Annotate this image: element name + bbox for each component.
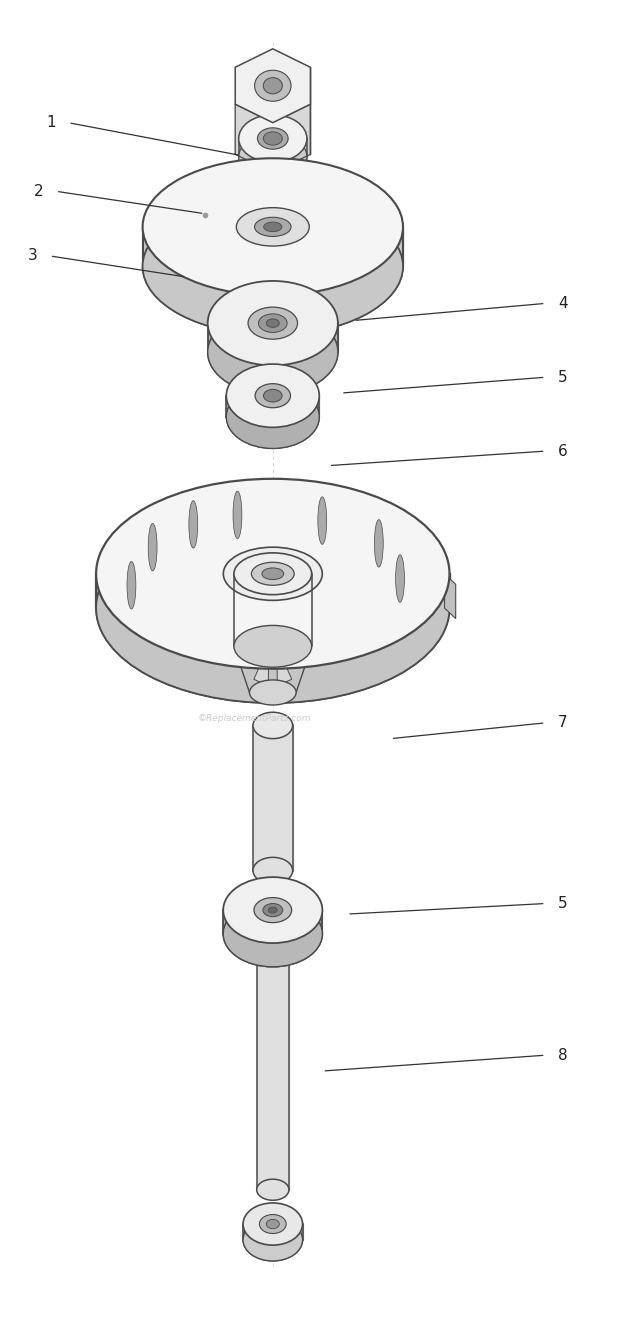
Ellipse shape [264,132,282,145]
Text: ©ReplacementParts.com: ©ReplacementParts.com [197,715,311,723]
Ellipse shape [127,562,136,609]
Ellipse shape [148,524,157,571]
Polygon shape [234,646,249,699]
Ellipse shape [257,933,289,954]
Text: 8: 8 [558,1047,568,1063]
Ellipse shape [239,133,307,181]
Ellipse shape [208,281,338,365]
Ellipse shape [242,889,304,931]
Polygon shape [226,396,319,417]
Text: 5: 5 [558,896,568,911]
Ellipse shape [143,158,403,295]
Text: 2: 2 [33,183,43,199]
Polygon shape [239,138,307,157]
Ellipse shape [226,385,319,448]
Ellipse shape [263,904,283,917]
Polygon shape [277,646,292,686]
Ellipse shape [248,307,298,339]
Ellipse shape [253,712,293,739]
Ellipse shape [223,877,322,943]
Polygon shape [253,725,293,871]
Ellipse shape [264,389,282,402]
Polygon shape [223,910,322,934]
Ellipse shape [255,384,290,408]
Ellipse shape [239,133,307,181]
Ellipse shape [143,198,403,335]
Text: 1: 1 [46,115,56,131]
Ellipse shape [254,897,291,923]
Text: 7: 7 [558,715,568,731]
Ellipse shape [96,513,450,703]
Ellipse shape [262,568,284,579]
Ellipse shape [259,1215,286,1233]
Polygon shape [296,646,312,699]
Ellipse shape [96,513,450,703]
Polygon shape [96,574,450,608]
Ellipse shape [252,562,294,586]
Ellipse shape [239,115,307,162]
Text: 4: 4 [558,295,568,311]
Ellipse shape [243,376,303,415]
Ellipse shape [266,1219,280,1229]
Ellipse shape [243,1219,303,1261]
Ellipse shape [236,207,309,247]
Ellipse shape [264,78,282,94]
Ellipse shape [253,857,293,884]
Ellipse shape [226,364,319,427]
Polygon shape [254,646,268,686]
Ellipse shape [223,901,322,967]
Ellipse shape [233,491,242,538]
Ellipse shape [189,501,198,549]
Polygon shape [235,104,273,173]
Ellipse shape [318,497,327,545]
Ellipse shape [205,191,340,262]
Text: 6: 6 [558,443,568,459]
Ellipse shape [223,547,322,600]
Ellipse shape [255,218,291,236]
Polygon shape [143,227,403,266]
Polygon shape [234,574,312,646]
Polygon shape [257,943,289,1190]
Ellipse shape [259,314,287,332]
Ellipse shape [264,222,282,232]
Ellipse shape [396,555,404,603]
Ellipse shape [374,520,383,567]
Ellipse shape [268,907,277,913]
Ellipse shape [208,310,338,394]
Ellipse shape [243,1219,303,1261]
Ellipse shape [223,901,322,967]
Ellipse shape [226,385,319,448]
Polygon shape [243,1224,303,1240]
Text: 5: 5 [558,369,568,385]
Polygon shape [208,323,338,352]
Ellipse shape [243,1203,303,1245]
Ellipse shape [208,310,338,394]
Ellipse shape [257,128,288,149]
Polygon shape [273,104,311,173]
Ellipse shape [232,297,313,350]
Polygon shape [445,574,456,619]
Text: 3: 3 [27,248,37,264]
Ellipse shape [234,553,312,595]
Ellipse shape [255,70,291,102]
Ellipse shape [257,1179,289,1200]
Ellipse shape [249,679,296,706]
Ellipse shape [143,198,403,335]
Ellipse shape [234,625,312,667]
Ellipse shape [267,319,279,327]
Polygon shape [235,49,311,123]
Ellipse shape [96,479,450,669]
